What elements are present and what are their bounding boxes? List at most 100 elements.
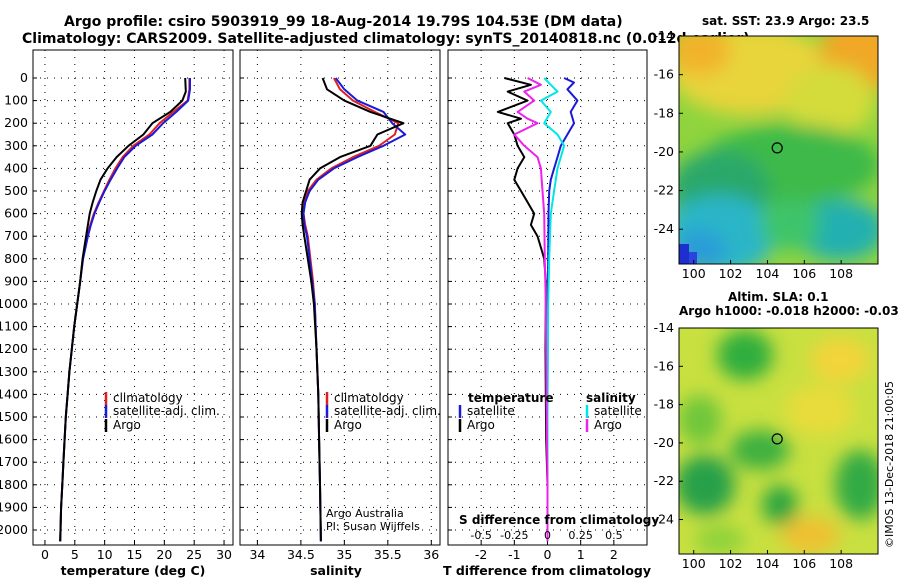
legend-label-temp-argo: Argo <box>467 418 495 432</box>
tick-label-x: -1 <box>508 547 520 562</box>
legend-label-sal-argo: Argo <box>594 418 622 432</box>
secondary-tick-label: -0.25 <box>500 529 528 542</box>
secondary-tick-label: 0.25 <box>568 529 593 542</box>
temperature-legend: climatology satellite-adj. clim. Argo <box>104 391 220 432</box>
tick-label-depth: 2000 <box>0 522 28 537</box>
map-tick-label-lat: -22 <box>654 473 674 488</box>
sla-map-title: Altim. SLA: 0.1 <box>728 290 829 304</box>
tick-label-depth: 200 <box>4 115 28 130</box>
sla-field <box>679 328 878 554</box>
tick-label-depth: 300 <box>4 138 28 153</box>
legend-label-temp-satellite: satellite <box>467 404 515 418</box>
sst-field <box>679 36 878 264</box>
credit-line-1: Argo Australia <box>326 507 404 520</box>
argo-location-marker <box>771 142 783 154</box>
secondary-tick-label: 0 <box>544 529 551 542</box>
map-tick-label-lat: -24 <box>654 221 674 236</box>
salinity-xlabel: salinity <box>310 563 362 578</box>
tick-label-x: 5 <box>71 547 79 562</box>
tick-label-x: 35 <box>336 547 352 562</box>
secondary-tick-label: 0.5 <box>605 529 623 542</box>
difference-xlabel: T difference from climatology <box>443 563 651 578</box>
sla-map-subtitle: Argo h1000: -0.018 h2000: -0.031 <box>679 304 900 318</box>
temperature-xlabel: temperature (deg C) <box>61 563 206 578</box>
series-line-salinity-satellite <box>539 77 566 542</box>
tick-label-depth: 400 <box>4 160 28 175</box>
legend-label-climatology: climatology <box>113 391 183 405</box>
tick-label-depth: 1400 <box>0 386 28 401</box>
map-tick-label-lat: -14 <box>654 28 674 43</box>
tick-label-depth: 1500 <box>0 409 28 424</box>
map-tick-label-lon: 108 <box>829 556 853 571</box>
map-tick-label-lon: 100 <box>682 266 706 281</box>
sst-map-title: sat. SST: 23.9 Argo: 23.5 <box>702 14 869 28</box>
tick-label-x: 25 <box>186 547 202 562</box>
credit-line-2: PI: Susan Wijffels <box>326 520 420 533</box>
map-tick-label-lon: 106 <box>792 266 816 281</box>
map-tick-label-lat: -20 <box>654 435 674 450</box>
series-line-argo <box>300 77 405 542</box>
map-tick-label-lon: 100 <box>682 556 706 571</box>
temperature-axes <box>32 49 234 546</box>
temperature-panel: 0100200300400500600700800900100011001200… <box>0 49 234 578</box>
map-tick-label-lat: -18 <box>654 397 674 412</box>
tick-label-x: 34 <box>249 547 265 562</box>
legend-label-climatology: climatology <box>334 391 404 405</box>
tick-label-x: 20 <box>156 547 172 562</box>
title-line-1: Argo profile: csiro 5903919_99 18-Aug-20… <box>64 14 623 30</box>
difference-legend: temperature satellite Argo salinity sate… <box>458 391 642 432</box>
salinity-legend: climatology satellite-adj. clim. Argo <box>325 391 441 432</box>
map-tick-label-lon: 108 <box>829 266 853 281</box>
salinity-axes <box>239 49 441 546</box>
tick-label-x: 10 <box>97 547 113 562</box>
map-tick-label-lat: -16 <box>654 358 674 373</box>
tick-label-x: 35.5 <box>374 547 402 562</box>
tick-label-depth: 1200 <box>0 341 28 356</box>
tick-label-x: -2 <box>475 547 487 562</box>
tick-label-depth: 500 <box>4 183 28 198</box>
tick-label-depth: 900 <box>4 273 28 288</box>
map-tick-label-lat: -24 <box>654 512 674 527</box>
tick-label-depth: 1600 <box>0 432 28 447</box>
legend-label-satellite: satellite-adj. clim. <box>113 404 220 418</box>
map-tick-label-lon: 102 <box>719 556 743 571</box>
tick-label-depth: 800 <box>4 251 28 266</box>
tick-label-depth: 1100 <box>0 319 28 334</box>
argo-location-marker <box>771 433 783 445</box>
legend-label-sal-satellite: satellite <box>594 404 642 418</box>
tick-label-depth: 0 <box>20 70 28 85</box>
series-line-argo <box>59 77 187 542</box>
tick-label-depth: 1800 <box>0 477 28 492</box>
difference-panel: -2 -1 0 1 2 T difference from climatology S … <box>443 49 659 578</box>
sla-map-frame <box>678 327 879 555</box>
legend-title-temperature: temperature <box>468 391 553 405</box>
legend-title-salinity: salinity <box>586 391 636 405</box>
tick-label-x: 2 <box>610 547 618 562</box>
sla-map: Altim. SLA: 0.1 Argo h1000: -0.018 h2000… <box>654 290 900 571</box>
tick-label-depth: 100 <box>4 93 28 108</box>
tick-label-depth: 1000 <box>0 296 28 311</box>
difference-secondary-xlabel: S difference from climatology <box>459 513 659 527</box>
tick-label-x: 1 <box>577 547 585 562</box>
map-tick-label-lat: -16 <box>654 67 674 82</box>
tick-label-depth: 1300 <box>0 364 28 379</box>
salinity-panel: 34 34.5 35 35.5 36 salinity climatology sate… <box>239 49 441 578</box>
tick-label-x: 0 <box>544 547 552 562</box>
sst-map-frame <box>678 35 879 265</box>
map-tick-label-lon: 104 <box>756 556 780 571</box>
legend-label-argo: Argo <box>113 418 141 432</box>
legend-label-argo: Argo <box>334 418 362 432</box>
tick-label-x: 0 <box>41 547 49 562</box>
tick-label-depth: 600 <box>4 206 28 221</box>
map-tick-label-lon: 102 <box>719 266 743 281</box>
tick-label-depth: 1700 <box>0 454 28 469</box>
watermark: ©IMOS 13-Dec-2018 21:00:05 <box>883 381 896 548</box>
map-tick-label-lon: 106 <box>792 556 816 571</box>
series-line-salinity-argo <box>513 77 549 542</box>
tick-label-depth: 1900 <box>0 499 28 514</box>
tick-label-x: 34.5 <box>287 547 315 562</box>
tick-label-depth: 700 <box>4 228 28 243</box>
map-tick-label-lat: -20 <box>654 144 674 159</box>
tick-label-x: 30 <box>216 547 232 562</box>
